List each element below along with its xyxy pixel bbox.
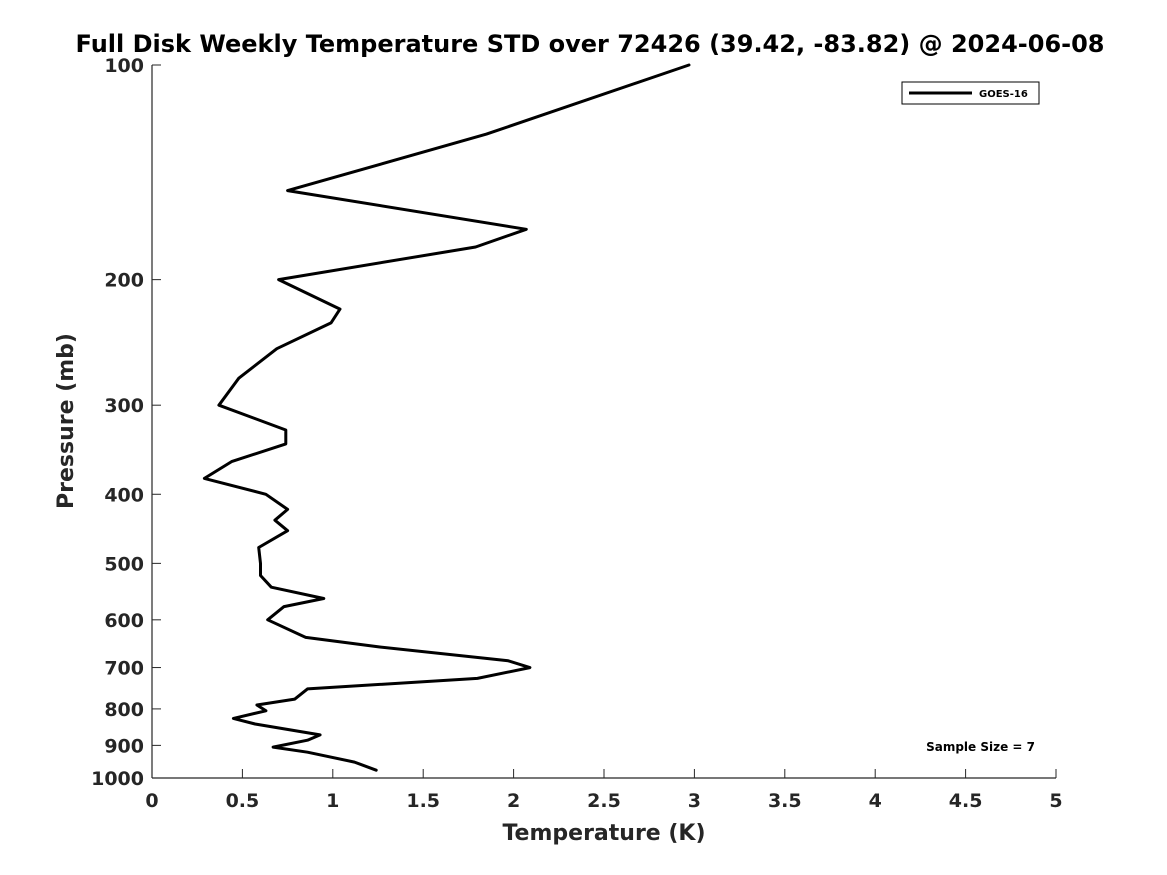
y-tick-label: 900: [104, 735, 144, 757]
x-tick-label: 4: [869, 790, 882, 812]
x-tick-label: 3.5: [768, 790, 802, 812]
chart-title: Full Disk Weekly Temperature STD over 72…: [76, 30, 1105, 58]
legend-label-goes-16: GOES-16: [979, 89, 1028, 100]
x-tick-label: 1: [326, 790, 339, 812]
y-tick-label: 600: [104, 610, 144, 632]
legend: GOES-16: [901, 81, 1040, 105]
x-tick-label: 0.5: [226, 790, 260, 812]
y-tick-label: 500: [104, 553, 144, 575]
y-tick-label: 400: [104, 484, 144, 506]
sample-size-annotation: Sample Size = 7: [926, 740, 1035, 754]
x-tick-label: 0: [145, 790, 158, 812]
x-tick-label: 2.5: [587, 790, 621, 812]
series-line-goes-16: [202, 63, 691, 772]
y-tick-label: 1000: [91, 768, 144, 790]
plot-area: 0 0.5 1 1.5 2 2.5 3 3.5 4 4.5 5 100 200 300 400 500 600 7…: [91, 55, 1063, 812]
x-tick-label: 1.5: [406, 790, 440, 812]
y-tick-label: 200: [104, 270, 144, 292]
y-tick-label: 100: [104, 55, 144, 77]
x-tick-label: 5: [1049, 790, 1062, 812]
y-tick-label: 700: [104, 658, 144, 680]
x-tick-label: 4.5: [949, 790, 983, 812]
x-axis-label: Temperature (K): [502, 821, 705, 846]
x-tick-label: 2: [507, 790, 520, 812]
x-tick-label: 3: [688, 790, 701, 812]
y-axis-label: Pressure (mb): [54, 333, 79, 509]
y-tick-label: 300: [104, 395, 144, 417]
y-tick-label: 800: [104, 699, 144, 721]
